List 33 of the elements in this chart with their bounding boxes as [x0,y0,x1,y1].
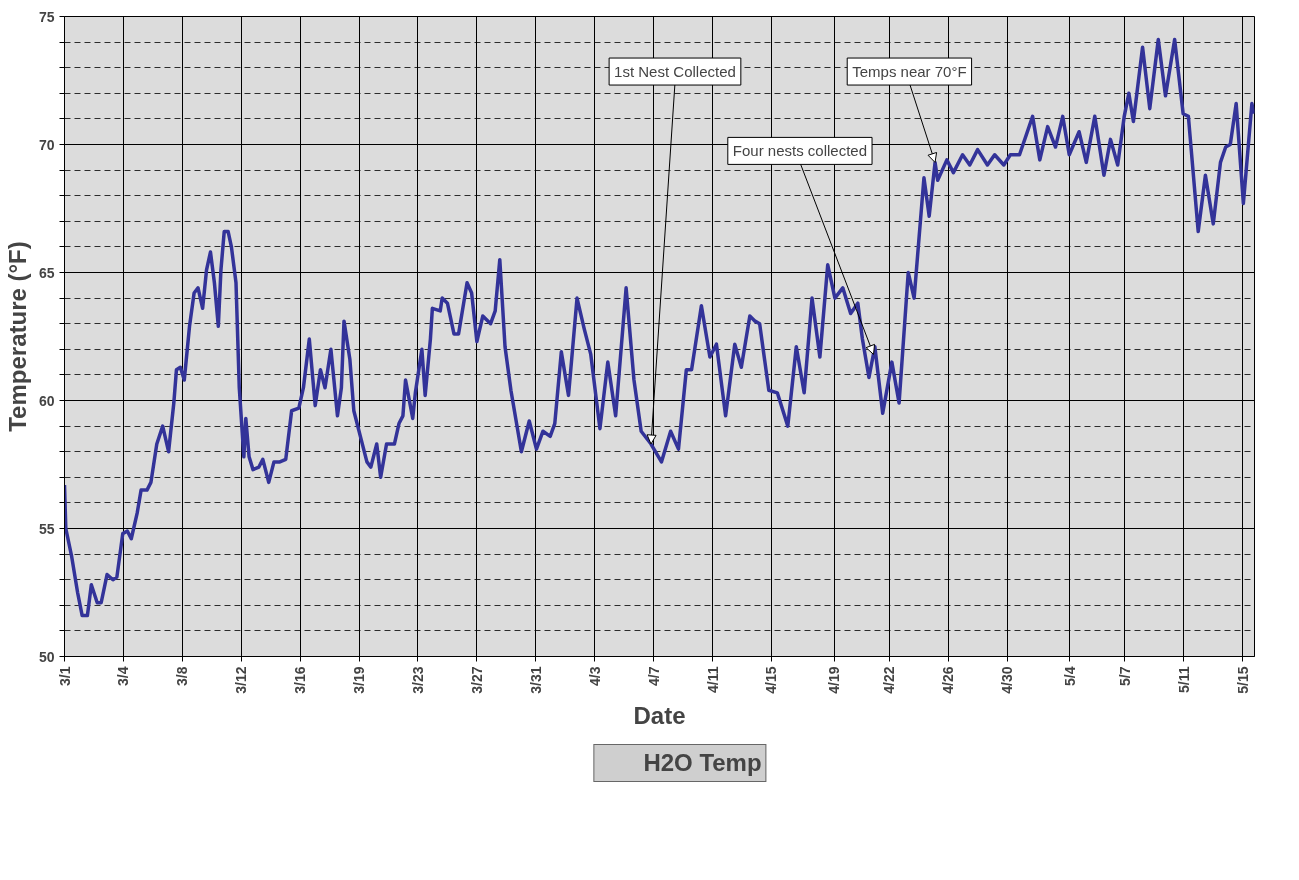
x-tick-label: 5/7 [1116,666,1133,686]
x-tick-label: 4/15 [763,666,780,694]
text: H2O Temp [643,749,762,777]
x-tick-label: 4/11 [704,666,721,693]
x-tick-label: 3/23 [409,666,426,694]
y-tick-label: 60 [38,392,55,409]
x-tick-label: 3/19 [351,666,368,694]
annotation: Four nests collected [732,142,868,160]
y-axis-title: Temperature (°F) [3,241,31,432]
x-tick-label: 5/4 [1061,666,1078,686]
x-tick-label: 3/4 [115,666,132,686]
x-tick-label: 4/19 [826,666,843,694]
x-tick-label: 3/16 [292,666,309,694]
x-axis-title: Date [633,701,686,729]
x-tick-label: 4/7 [645,666,662,686]
y-tick-label: 70 [38,136,55,153]
x-tick-label: 5/15 [1234,666,1251,694]
x-tick-label: 4/30 [999,666,1016,694]
x-tick-label: 4/26 [940,666,957,694]
x-tick-label: 3/31 [527,666,544,694]
x-tick-label: 3/27 [468,666,485,694]
x-tick-label: 3/1 [56,666,73,686]
annotation: 1st Nest Collected [614,63,736,81]
x-tick-label: 3/12 [233,666,250,694]
y-tick-label: 55 [38,520,55,537]
y-tick-label: 65 [38,264,55,281]
y-tick-label: 50 [38,648,55,665]
x-tick-label: 5/11 [1175,666,1192,693]
annotation: Temps near 70°F [852,63,967,81]
x-tick-label: 3/8 [174,666,191,686]
x-tick-label: 4/22 [881,666,898,694]
y-tick-label: 75 [38,8,55,25]
x-tick-label: 4/3 [586,666,603,686]
